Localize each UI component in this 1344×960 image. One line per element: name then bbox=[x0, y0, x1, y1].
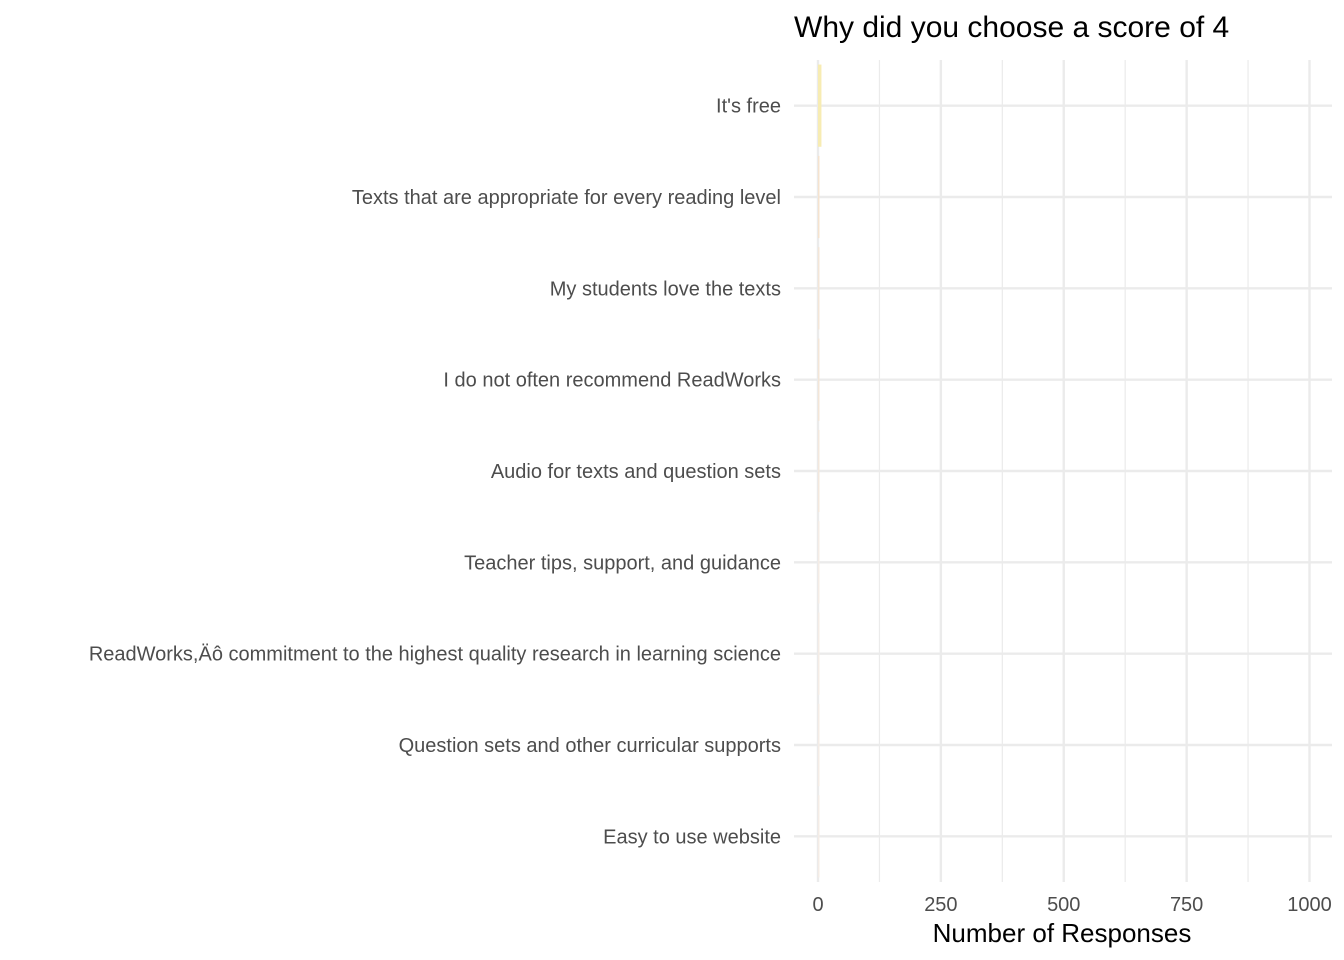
category-label: Teacher tips, support, and guidance bbox=[464, 552, 781, 574]
bar bbox=[818, 155, 820, 239]
category-label: I do not often recommend ReadWorks bbox=[443, 370, 781, 392]
category-labels: It's free Texts that are appropriate for … bbox=[89, 96, 781, 849]
x-tick-label: 0 bbox=[812, 894, 823, 916]
x-tick-labels: 0 250 500 750 1000 bbox=[812, 894, 1331, 916]
category-label: My students love the texts bbox=[550, 278, 781, 300]
category-label: ReadWorks,Äô commitment to the highest q… bbox=[89, 644, 781, 666]
major-gridlines bbox=[794, 60, 1332, 882]
x-tick-label: 250 bbox=[924, 894, 957, 916]
category-label: Texts that are appropriate for every rea… bbox=[352, 187, 781, 209]
category-label: Easy to use website bbox=[603, 826, 781, 848]
bar bbox=[818, 247, 820, 330]
category-label: It's free bbox=[716, 96, 781, 118]
category-label: Question sets and other curricular suppo… bbox=[399, 735, 781, 757]
chart-title: Why did you choose a score of 4 bbox=[794, 11, 1229, 44]
bar bbox=[818, 338, 820, 421]
bar bbox=[818, 612, 820, 695]
x-axis-title: Number of Responses bbox=[933, 918, 1192, 948]
x-tick-label: 1000 bbox=[1287, 894, 1332, 916]
category-label: Audio for texts and question sets bbox=[491, 461, 781, 483]
bar bbox=[818, 64, 822, 147]
bar bbox=[818, 429, 820, 513]
bars bbox=[818, 64, 822, 878]
x-tick-label: 500 bbox=[1047, 894, 1080, 916]
bar bbox=[818, 703, 820, 787]
bar bbox=[818, 795, 820, 878]
bar bbox=[818, 521, 820, 604]
x-tick-label: 750 bbox=[1170, 894, 1203, 916]
